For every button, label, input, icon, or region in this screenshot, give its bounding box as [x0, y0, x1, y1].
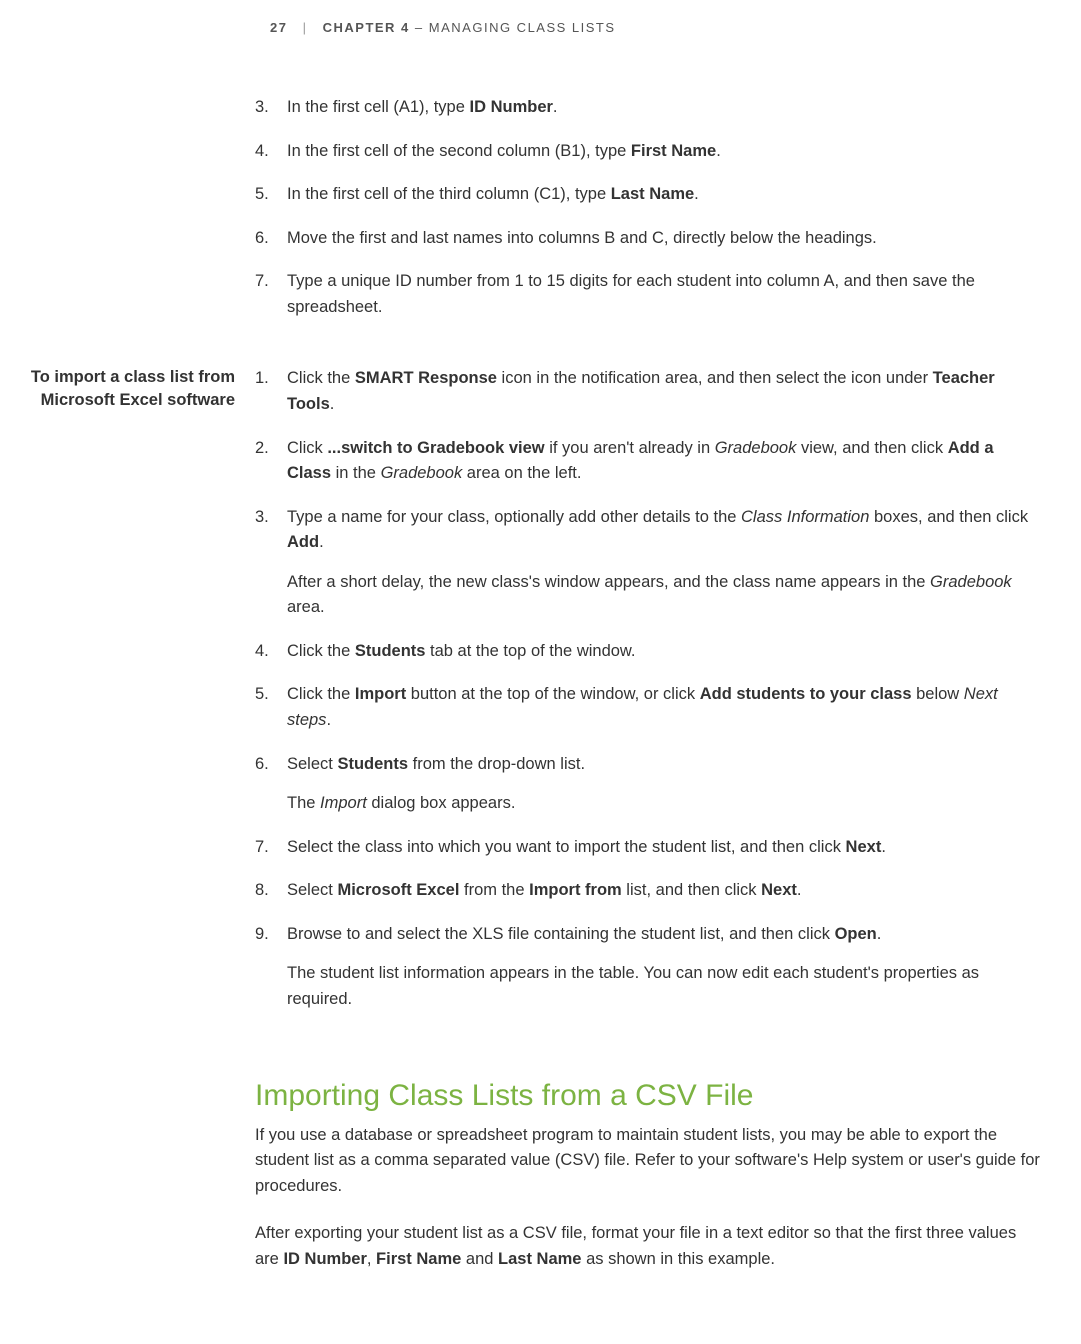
list-item-number: 2. — [255, 436, 287, 487]
list-item-body: In the first cell of the second column (… — [287, 139, 1041, 165]
list-item-body: In the first cell of the third column (C… — [287, 182, 1041, 208]
list-item: 2.Click ...switch to Gradebook view if y… — [255, 436, 1041, 487]
page-number: 27 — [270, 20, 287, 35]
list-item-body: Browse to and select the XLS file contai… — [287, 922, 1041, 1013]
list-item-number: 5. — [255, 682, 287, 733]
section-paragraph-2: After exporting your student list as a C… — [255, 1221, 1041, 1272]
list-item-followup: After a short delay, the new class's win… — [287, 570, 1041, 621]
content-block-2: To import a class list from Microsoft Ex… — [0, 366, 1041, 1030]
list-item-body: Type a unique ID number from 1 to 15 dig… — [287, 269, 1041, 320]
list-item: 6.Select Students from the drop-down lis… — [255, 752, 1041, 817]
list-item: 9.Browse to and select the XLS file cont… — [255, 922, 1041, 1013]
list-item-body: Click the Students tab at the top of the… — [287, 639, 1041, 665]
list-item-body: Select Microsoft Excel from the Import f… — [287, 878, 1041, 904]
list-item-number: 8. — [255, 878, 287, 904]
list-item: 1.Click the SMART Response icon in the n… — [255, 366, 1041, 417]
list-item-number: 3. — [255, 95, 287, 121]
steps-list-2: 1.Click the SMART Response icon in the n… — [255, 366, 1041, 1030]
list-item-followup: The student list information appears in … — [287, 961, 1041, 1012]
list-item: 5.In the first cell of the third column … — [255, 182, 1041, 208]
list-item-body: Click the SMART Response icon in the not… — [287, 366, 1041, 417]
section-paragraph-1: If you use a database or spreadsheet pro… — [255, 1123, 1041, 1200]
list-item: 6.Move the first and last names into col… — [255, 226, 1041, 252]
list-item-number: 5. — [255, 182, 287, 208]
list-item-body: Click the Import button at the top of th… — [287, 682, 1041, 733]
list-item: 7.Type a unique ID number from 1 to 15 d… — [255, 269, 1041, 320]
side-instruction-label: To import a class list from Microsoft Ex… — [0, 366, 255, 1030]
list-item-body: Select Students from the drop-down list.… — [287, 752, 1041, 817]
list-item-number: 7. — [255, 269, 287, 320]
list-item-number: 4. — [255, 139, 287, 165]
section-block: Importing Class Lists from a CSV File If… — [0, 1039, 1041, 1295]
list-item: 4.In the first cell of the second column… — [255, 139, 1041, 165]
page-header: 27 | CHAPTER 4 – MANAGING CLASS LISTS — [270, 20, 1041, 35]
page: 27 | CHAPTER 4 – MANAGING CLASS LISTS 3.… — [0, 0, 1081, 1342]
list-item-number: 3. — [255, 505, 287, 621]
list-item-body: Click ...switch to Gradebook view if you… — [287, 436, 1041, 487]
list-item: 5.Click the Import button at the top of … — [255, 682, 1041, 733]
header-separator: | — [303, 20, 308, 35]
list-item: 3.In the first cell (A1), type ID Number… — [255, 95, 1041, 121]
list-item-number: 1. — [255, 366, 287, 417]
list-item-number: 6. — [255, 752, 287, 817]
list-item: 4.Click the Students tab at the top of t… — [255, 639, 1041, 665]
content-block-1: 3.In the first cell (A1), type ID Number… — [0, 95, 1041, 338]
chapter-title: MANAGING CLASS LISTS — [429, 20, 616, 35]
section-heading: Importing Class Lists from a CSV File — [255, 1079, 1041, 1113]
chapter-number: CHAPTER 4 — [323, 20, 410, 35]
list-item-followup: The Import dialog box appears. — [287, 791, 1041, 817]
list-item-body: Move the first and last names into colum… — [287, 226, 1041, 252]
list-item: 7.Select the class into which you want t… — [255, 835, 1041, 861]
list-item-number: 6. — [255, 226, 287, 252]
list-item-number: 4. — [255, 639, 287, 665]
list-item: 3.Type a name for your class, optionally… — [255, 505, 1041, 621]
list-item-body: Type a name for your class, optionally a… — [287, 505, 1041, 621]
list-item-body: In the first cell (A1), type ID Number. — [287, 95, 1041, 121]
list-item-number: 7. — [255, 835, 287, 861]
steps-list-1: 3.In the first cell (A1), type ID Number… — [255, 95, 1041, 338]
list-item: 8.Select Microsoft Excel from the Import… — [255, 878, 1041, 904]
list-item-body: Select the class into which you want to … — [287, 835, 1041, 861]
list-item-number: 9. — [255, 922, 287, 1013]
